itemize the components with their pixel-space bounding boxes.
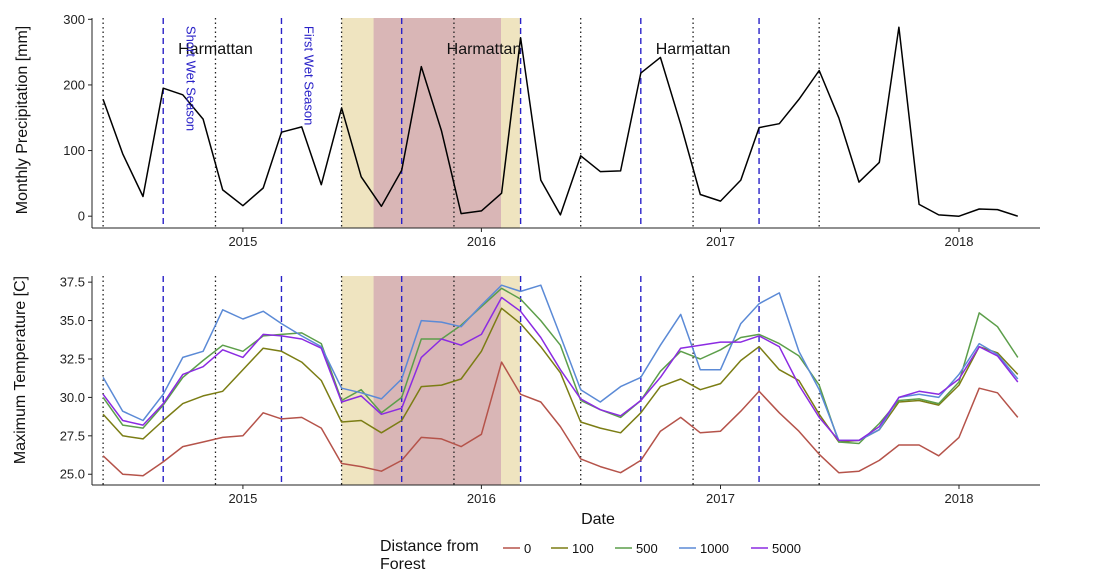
x-tick-label: 2015 — [228, 234, 257, 249]
y-tick-label: 37.5 — [60, 275, 85, 290]
temperature-axes: 25.0 27.5 30.0 32.5 35.0 37.5 2015 2016 2017 2018 — [60, 275, 1040, 506]
season-label-4: First Wet Season — [302, 26, 317, 125]
legend-title-line2: Forest — [380, 556, 426, 571]
y-tick-label: 100 — [63, 143, 85, 158]
shaded-periods-top — [341, 18, 520, 228]
y-tick-label: 200 — [63, 77, 85, 92]
x-tick-label: 2016 — [467, 491, 496, 506]
precipitation-y-axis-title: Monthly Precipitation [mm] — [14, 26, 31, 215]
shaded-period-1 — [373, 18, 501, 228]
season-label-3: Short Wet Season — [183, 26, 198, 131]
x-tick-label: 2017 — [706, 234, 735, 249]
series-line-0 — [102, 26, 1019, 217]
precipitation-series — [102, 26, 1019, 217]
series-line-0 — [102, 361, 1019, 477]
temperature-panel: 25.0 27.5 30.0 32.5 35.0 37.5 2015 2016 2017 2018… — [12, 275, 1040, 528]
legend-label-1000: 1000 — [700, 541, 729, 556]
series-line-1000 — [102, 284, 1019, 442]
series-line-5000 — [102, 296, 1019, 442]
y-tick-label: 30.0 — [60, 390, 85, 405]
y-tick-label: 35.0 — [60, 313, 85, 328]
temperature-series — [102, 284, 1019, 477]
legend-label-5000: 5000 — [772, 541, 801, 556]
legend-items: 0 100 500 1000 5000 — [503, 541, 801, 556]
y-tick-label: 27.5 — [60, 428, 85, 443]
y-tick-label: 32.5 — [60, 351, 85, 366]
x-tick-label: 2015 — [228, 491, 257, 506]
harmattan-label-1: Harmattan — [447, 41, 522, 58]
harmattan-label-0: Harmattan — [178, 41, 253, 58]
temperature-y-axis-title: Maximum Temperature [C] — [12, 276, 29, 464]
y-tick-label: 300 — [63, 12, 85, 27]
x-axis-title: Date — [581, 511, 615, 528]
harmattan-label-2: Harmattan — [656, 41, 731, 58]
x-tick-label: 2018 — [945, 491, 974, 506]
legend: Distance from Forest 0 100 500 1000 5000 — [380, 538, 801, 571]
season-lines-bottom — [102, 276, 820, 485]
series-line-500 — [102, 287, 1019, 445]
x-tick-label: 2017 — [706, 491, 735, 506]
x-tick-label: 2016 — [467, 234, 496, 249]
legend-title-line1: Distance from — [380, 538, 479, 555]
y-tick-label: 0 — [78, 209, 85, 224]
precipitation-axes: 0 100 200 300 2015 2016 2017 2018 — [63, 12, 1040, 249]
y-tick-label: 25.0 — [60, 467, 85, 482]
shaded-periods-bottom — [341, 276, 520, 485]
legend-label-500: 500 — [636, 541, 658, 556]
x-tick-label: 2018 — [945, 234, 974, 249]
shaded-period-1 — [373, 276, 501, 485]
legend-label-100: 100 — [572, 541, 594, 556]
legend-label-0: 0 — [524, 541, 531, 556]
season-lines-top — [102, 18, 820, 228]
